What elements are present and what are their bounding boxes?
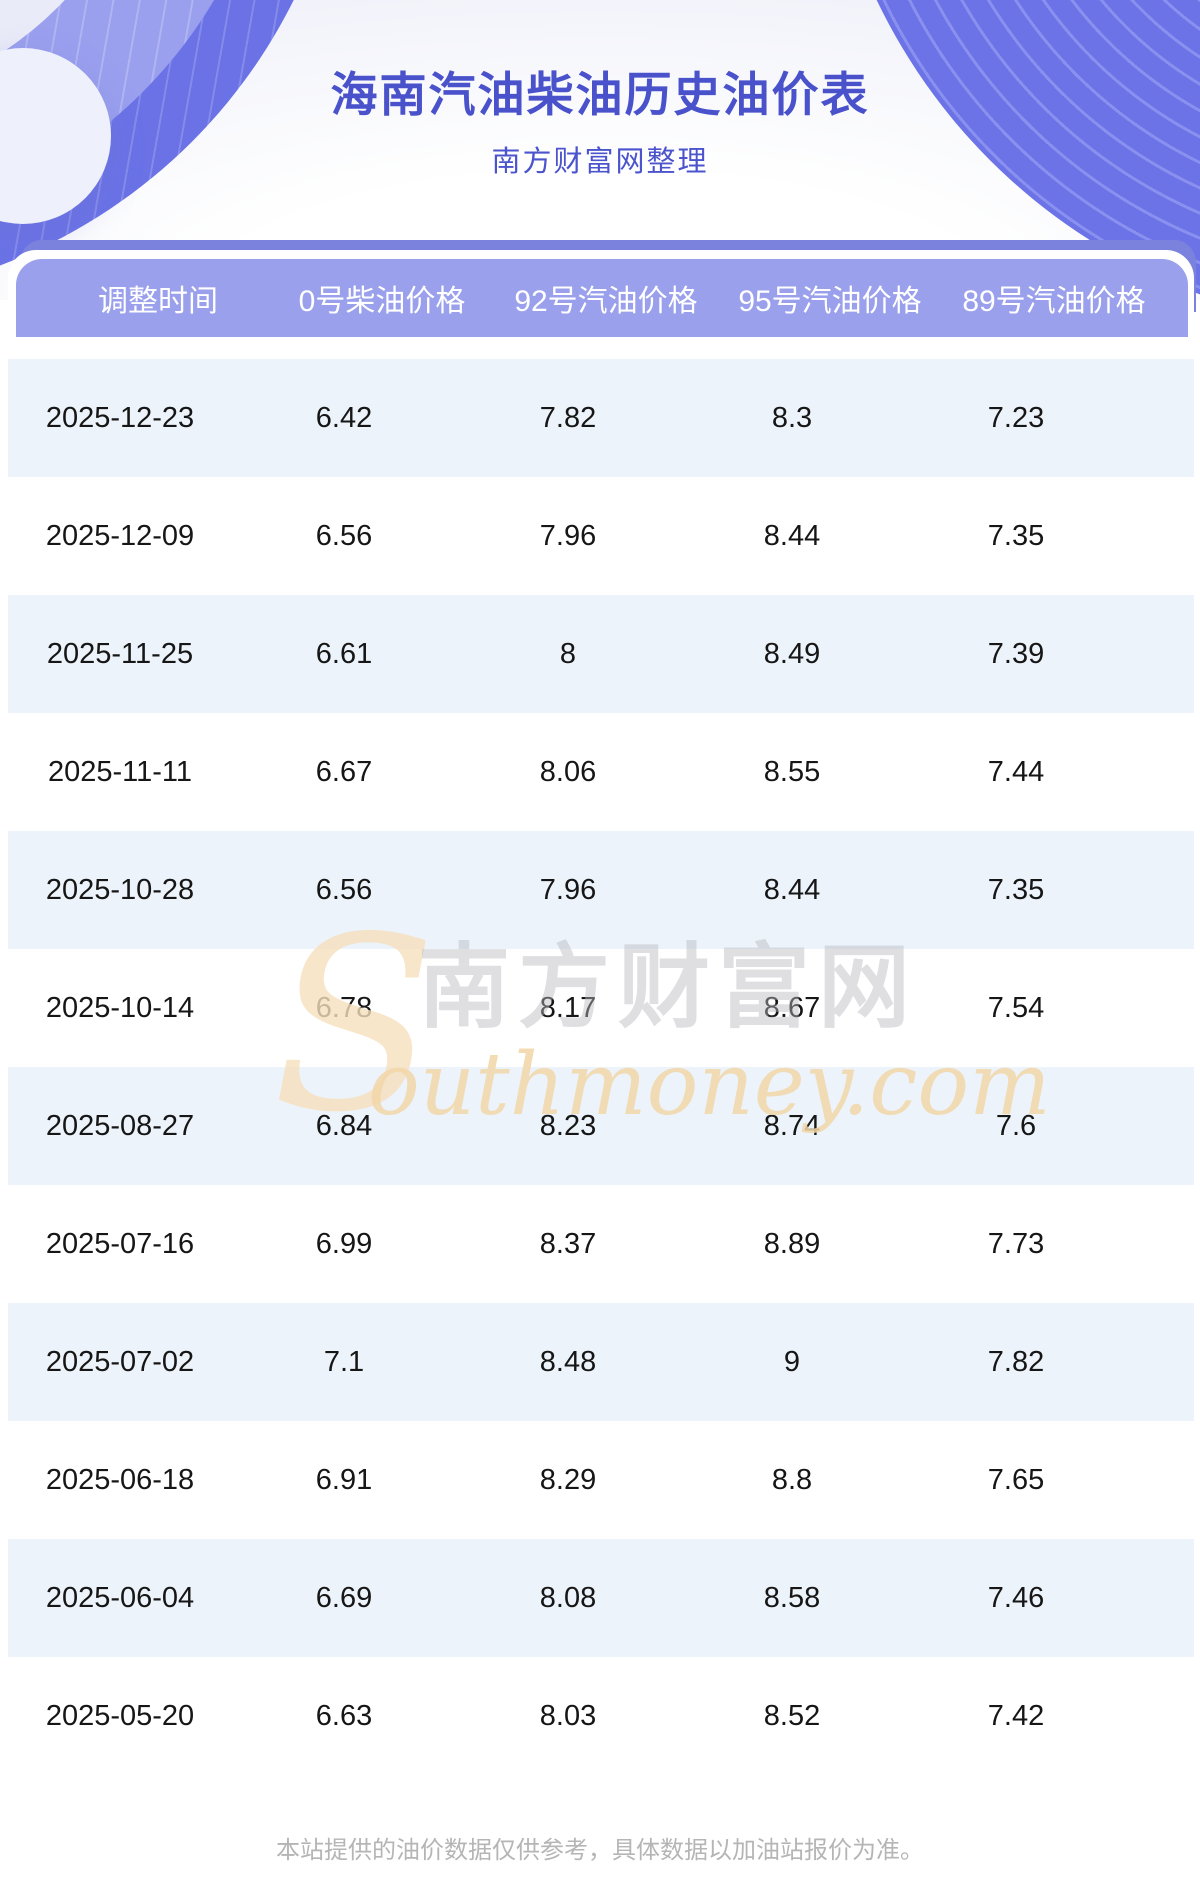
table-cell: 6.56 bbox=[315, 519, 373, 552]
table-cell: 8.58 bbox=[763, 1581, 821, 1614]
table-cell: 9 bbox=[783, 1345, 801, 1378]
table-cell: 8.55 bbox=[763, 755, 821, 788]
table-cell: 2025-12-23 bbox=[45, 401, 195, 434]
table-cell: 2025-06-18 bbox=[45, 1463, 195, 1496]
page-title: 海南汽油柴油历史油价表 bbox=[330, 68, 870, 121]
table-cell: 8.3 bbox=[771, 401, 813, 434]
table-cell: 7.46 bbox=[987, 1581, 1045, 1614]
table-row: 2025-08-27 6.84 8.23 8.74 7.6 bbox=[8, 1067, 1194, 1185]
table-cell: 7.35 bbox=[987, 873, 1045, 906]
table-body: 2025-12-23 6.42 7.82 8.3 7.23 2025-12-09 6.56 7… bbox=[8, 359, 1194, 1775]
table-cell: 6.84 bbox=[315, 1109, 373, 1142]
table-cell: 2025-11-11 bbox=[47, 755, 193, 788]
column-header-date: 调整时间 bbox=[98, 285, 218, 318]
table-cell: 7.96 bbox=[539, 519, 597, 552]
table-cell: 2025-10-14 bbox=[45, 991, 195, 1024]
table-row: 2025-10-28 6.56 7.96 8.44 7.35 bbox=[8, 831, 1194, 949]
table-cell: 7.42 bbox=[987, 1699, 1045, 1732]
table-row: 2025-10-14 6.78 8.17 8.67 7.54 bbox=[8, 949, 1194, 1067]
hero-banner bbox=[0, 0, 1200, 300]
table-cell: 2025-05-20 bbox=[45, 1699, 195, 1732]
table-row: 2025-05-20 6.63 8.03 8.52 7.42 bbox=[8, 1657, 1194, 1775]
table-cell: 7.54 bbox=[987, 991, 1045, 1024]
table-cell: 7.65 bbox=[987, 1463, 1045, 1496]
table-cell: 7.73 bbox=[987, 1227, 1045, 1260]
table-cell: 8.49 bbox=[763, 637, 821, 670]
table-cell: 8.89 bbox=[763, 1227, 821, 1260]
table-cell: 7.6 bbox=[995, 1109, 1037, 1142]
table-cell: 6.63 bbox=[315, 1699, 373, 1732]
table-row: 2025-07-16 6.99 8.37 8.89 7.73 bbox=[8, 1185, 1194, 1303]
table-cell: 2025-11-25 bbox=[46, 637, 194, 670]
table-row: 2025-12-09 6.56 7.96 8.44 7.35 bbox=[8, 477, 1194, 595]
table-cell: 2025-07-16 bbox=[45, 1227, 195, 1260]
table-cell: 8.03 bbox=[539, 1699, 597, 1732]
table-cell: 8.52 bbox=[763, 1699, 821, 1732]
table-row: 2025-06-18 6.91 8.29 8.8 7.65 bbox=[8, 1421, 1194, 1539]
table-cell: 8.08 bbox=[539, 1581, 597, 1614]
table-cell: 2025-08-27 bbox=[45, 1109, 195, 1142]
table-cell: 8.17 bbox=[539, 991, 597, 1024]
table-cell: 8.23 bbox=[539, 1109, 597, 1142]
column-header-gas-95: 95号汽油价格 bbox=[738, 285, 922, 318]
table-cell: 8.48 bbox=[539, 1345, 597, 1378]
table-cell: 8.44 bbox=[763, 873, 821, 906]
table-cell: 7.82 bbox=[539, 401, 597, 434]
page-subtitle: 南方财富网整理 bbox=[491, 146, 709, 178]
table-cell: 6.67 bbox=[315, 755, 373, 788]
table-cell: 6.69 bbox=[315, 1581, 373, 1614]
table-cell: 6.56 bbox=[315, 873, 373, 906]
table-row: 2025-11-25 6.61 8 8.49 7.39 bbox=[8, 595, 1194, 713]
table-header-row: 调整时间 0号柴油价格 92号汽油价格 95号汽油价格 89号汽油价格 bbox=[16, 259, 1188, 337]
table-cell: 2025-06-04 bbox=[45, 1581, 195, 1614]
column-header-gas-92: 92号汽油价格 bbox=[514, 285, 698, 318]
table-cell: 7.39 bbox=[987, 637, 1045, 670]
table-cell: 2025-07-02 bbox=[45, 1345, 195, 1378]
table-row: 2025-07-02 7.1 8.48 9 7.82 bbox=[8, 1303, 1194, 1421]
table-cell: 6.99 bbox=[315, 1227, 373, 1260]
table-cell: 7.1 bbox=[323, 1345, 365, 1378]
table-cell: 7.23 bbox=[987, 401, 1045, 434]
table-cell: 8.29 bbox=[539, 1463, 597, 1496]
table-row: 2025-11-11 6.67 8.06 8.55 7.44 bbox=[8, 713, 1194, 831]
table-cell: 6.78 bbox=[315, 991, 373, 1024]
table-cell: 7.44 bbox=[987, 755, 1045, 788]
table-row: 2025-12-23 6.42 7.82 8.3 7.23 bbox=[8, 359, 1194, 477]
table-cell: 8.06 bbox=[539, 755, 597, 788]
table-cell: 2025-10-28 bbox=[45, 873, 195, 906]
table-cell: 2025-12-09 bbox=[45, 519, 195, 552]
table-cell: 6.61 bbox=[315, 637, 373, 670]
table-cell: 6.42 bbox=[315, 401, 373, 434]
table-cell: 8.8 bbox=[771, 1463, 813, 1496]
column-header-diesel-0: 0号柴油价格 bbox=[298, 285, 466, 318]
table-cell: 8.67 bbox=[763, 991, 821, 1024]
column-header-gas-89: 89号汽油价格 bbox=[962, 285, 1146, 318]
table-cell: 8.37 bbox=[539, 1227, 597, 1260]
table-cell: 7.82 bbox=[987, 1345, 1045, 1378]
table-cell: 7.96 bbox=[539, 873, 597, 906]
table-cell: 6.91 bbox=[315, 1463, 373, 1496]
price-table-card: 调整时间 0号柴油价格 92号汽油价格 95号汽油价格 89号汽油价格 2025… bbox=[8, 250, 1194, 1790]
table-cell: 8.74 bbox=[763, 1109, 821, 1142]
table-cell: 8.44 bbox=[763, 519, 821, 552]
table-cell: 8 bbox=[559, 637, 577, 670]
table-row: 2025-06-04 6.69 8.08 8.58 7.46 bbox=[8, 1539, 1194, 1657]
footer-disclaimer: 本站提供的油价数据仅供参考，具体数据以加油站报价为准。 bbox=[276, 1837, 924, 1864]
table-cell: 7.35 bbox=[987, 519, 1045, 552]
